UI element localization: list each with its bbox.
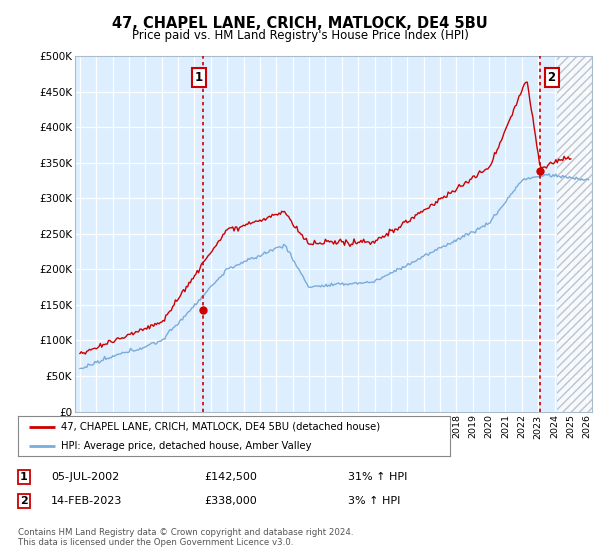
Text: 47, CHAPEL LANE, CRICH, MATLOCK, DE4 5BU: 47, CHAPEL LANE, CRICH, MATLOCK, DE4 5BU <box>112 16 488 31</box>
Text: Contains HM Land Registry data © Crown copyright and database right 2024.
This d: Contains HM Land Registry data © Crown c… <box>18 528 353 547</box>
Text: HPI: Average price, detached house, Amber Valley: HPI: Average price, detached house, Ambe… <box>61 441 312 451</box>
Text: 3% ↑ HPI: 3% ↑ HPI <box>348 496 400 506</box>
Text: 47, CHAPEL LANE, CRICH, MATLOCK, DE4 5BU (detached house): 47, CHAPEL LANE, CRICH, MATLOCK, DE4 5BU… <box>61 422 380 432</box>
Text: 2: 2 <box>20 496 28 506</box>
Text: Price paid vs. HM Land Registry's House Price Index (HPI): Price paid vs. HM Land Registry's House … <box>131 29 469 42</box>
Text: £338,000: £338,000 <box>204 496 257 506</box>
Text: 14-FEB-2023: 14-FEB-2023 <box>51 496 122 506</box>
Text: 31% ↑ HPI: 31% ↑ HPI <box>348 472 407 482</box>
Text: 2: 2 <box>548 71 556 84</box>
Text: 1: 1 <box>20 472 28 482</box>
Text: £142,500: £142,500 <box>204 472 257 482</box>
Text: 05-JUL-2002: 05-JUL-2002 <box>51 472 119 482</box>
Text: 1: 1 <box>195 71 203 84</box>
